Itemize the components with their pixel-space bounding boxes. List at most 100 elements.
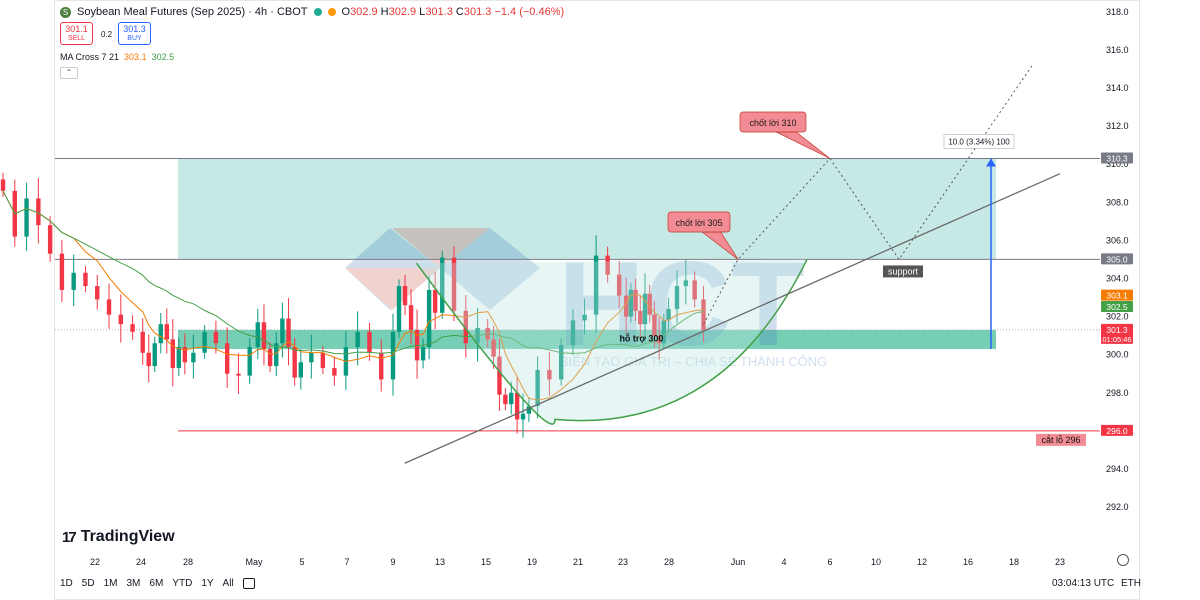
y-tick-label: 292.0 <box>1106 502 1129 512</box>
x-tick-label: 7 <box>344 557 349 567</box>
collapse-legend-button[interactable]: ⌃ <box>60 67 78 79</box>
settings-icon[interactable] <box>1117 554 1129 566</box>
ma-fast-value: 303.1 <box>124 52 147 62</box>
candle-body <box>432 289 438 313</box>
y-tick-label: 314.0 <box>1106 83 1129 93</box>
candle-body <box>292 347 297 378</box>
candle-body <box>652 314 657 336</box>
y-tick-label: 304.0 <box>1106 273 1129 283</box>
watermark-diamond-right <box>440 228 540 310</box>
candle-body <box>170 339 176 368</box>
tradingview-wordmark: TradingView <box>80 528 175 545</box>
support-tag-bg <box>883 265 923 278</box>
tradingview-logo[interactable]: 17 TradingView <box>62 528 175 546</box>
x-tick-label: 22 <box>90 557 100 567</box>
range-1d[interactable]: 1D <box>60 578 73 589</box>
symbol-header: S Soybean Meal Futures (Sep 2025) · 4h ·… <box>60 6 564 18</box>
candle-body <box>451 257 457 311</box>
candle-body <box>638 310 643 325</box>
indicator-legend[interactable]: MA Cross 7 21 303.1 302.5 <box>60 52 174 62</box>
x-tick-label: 16 <box>963 557 973 567</box>
y-tick-label: 318.0 <box>1106 7 1129 17</box>
price-label-bg <box>1101 152 1133 164</box>
candles-layer <box>0 172 706 438</box>
range-1m[interactable]: 1M <box>103 578 118 589</box>
ascending-trendline <box>404 173 1061 464</box>
candle-body <box>95 286 100 300</box>
candle-body <box>514 392 520 420</box>
candle-body <box>593 255 599 315</box>
support-zone <box>178 329 996 349</box>
candle-body <box>191 352 196 363</box>
status-dot-green <box>313 8 322 16</box>
candle-body <box>628 289 634 317</box>
zone-layer <box>178 158 996 349</box>
support-tag: support <box>888 266 919 276</box>
candle-body <box>24 198 29 237</box>
candle-body <box>224 343 230 374</box>
y-tick-label: 310.0 <box>1106 159 1129 169</box>
range-3m[interactable]: 3M <box>126 578 141 589</box>
symbol-title[interactable]: Soybean Meal Futures (Sep 2025) · 4h · C… <box>77 6 308 18</box>
buy-button[interactable]: 301.3 BUY <box>118 22 151 45</box>
callout-take-profit-310-box <box>739 111 807 133</box>
price-label-countdown: 01:05:46 <box>1102 335 1131 344</box>
callout-take-profit-310-pointer <box>776 131 831 159</box>
y-tick-label: 316.0 <box>1106 45 1129 55</box>
candle-body <box>661 320 667 344</box>
candle-body <box>332 368 337 376</box>
candle-body <box>158 324 163 344</box>
cup-pattern <box>415 259 808 425</box>
range-all[interactable]: All <box>222 578 234 589</box>
stop-loss-label: cắt lỗ 296 <box>1041 435 1080 445</box>
watermark-triangle-left <box>345 268 440 310</box>
x-tick-label: Jun <box>731 557 746 567</box>
candle-body <box>280 318 285 344</box>
candle-body <box>255 322 261 348</box>
sell-button[interactable]: 301.1 SELL <box>60 22 93 45</box>
candle-body <box>491 339 496 357</box>
stop-loss-label-bg <box>1036 433 1086 446</box>
price-label: 305.0 <box>1106 254 1128 264</box>
range-1y[interactable]: 1Y <box>201 578 214 589</box>
candle-body <box>36 198 41 226</box>
x-tick-label: 6 <box>827 557 832 567</box>
price-label-bg <box>1101 301 1133 313</box>
range-bar: 1D 5D 1M 3M 6M YTD 1Y All <box>60 578 255 589</box>
candle-body <box>408 305 414 330</box>
candle-body <box>503 394 508 405</box>
y-tick-label: 294.0 <box>1106 464 1129 474</box>
range-ytd[interactable]: YTD <box>172 578 193 589</box>
candle-body <box>396 286 402 332</box>
range-6m[interactable]: 6M <box>149 578 164 589</box>
session-toggle[interactable]: ETH <box>1121 578 1141 589</box>
candle-body <box>118 314 124 325</box>
watermark-triangle-top <box>392 228 490 268</box>
range-5d[interactable]: 5D <box>81 578 95 589</box>
candle-body <box>426 289 432 348</box>
candle-body <box>355 331 360 348</box>
candle-body <box>152 343 157 367</box>
sell-label: SELL <box>67 35 86 42</box>
moving-averages-layer <box>2 190 704 401</box>
candle-body <box>683 280 689 287</box>
candle-body <box>674 286 680 309</box>
x-tick-label: 23 <box>1055 557 1065 567</box>
candle-body <box>623 295 629 317</box>
candle-body <box>59 253 65 290</box>
candle-body <box>320 352 326 368</box>
price-label-bg <box>1101 253 1133 265</box>
change-value: −1.4 (−0.46%) <box>494 6 565 18</box>
candle-body <box>692 280 697 300</box>
support-300-label: hỗ trợ 300 <box>619 333 663 343</box>
candle-body <box>146 352 151 367</box>
calendar-icon[interactable] <box>242 578 255 589</box>
x-tick-label: 13 <box>435 557 445 567</box>
price-label-bg <box>1101 289 1133 301</box>
candle-body <box>309 352 314 363</box>
candle-body <box>701 299 706 330</box>
utc-clock[interactable]: 03:04:13 UTC <box>1052 578 1115 589</box>
candle-body <box>286 318 291 348</box>
x-tick-label: 24 <box>136 557 146 567</box>
